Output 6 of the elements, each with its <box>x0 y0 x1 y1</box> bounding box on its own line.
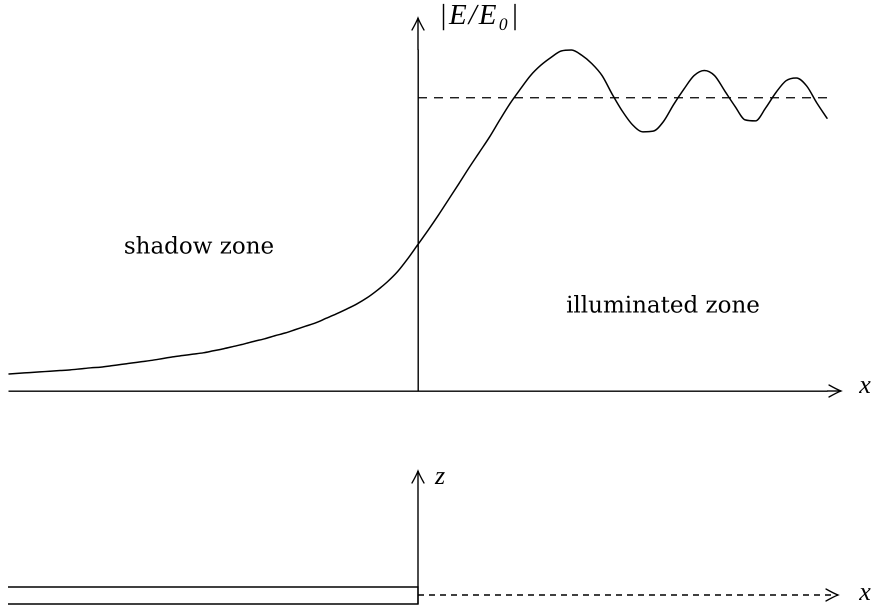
x-axis-title: x <box>859 370 871 399</box>
annotation: shadow zone <box>124 234 274 260</box>
y-axis-title: |E/E₀| <box>439 0 521 31</box>
text: z <box>434 461 446 490</box>
text: x <box>859 577 871 606</box>
annotation: illuminated zone <box>566 292 760 318</box>
